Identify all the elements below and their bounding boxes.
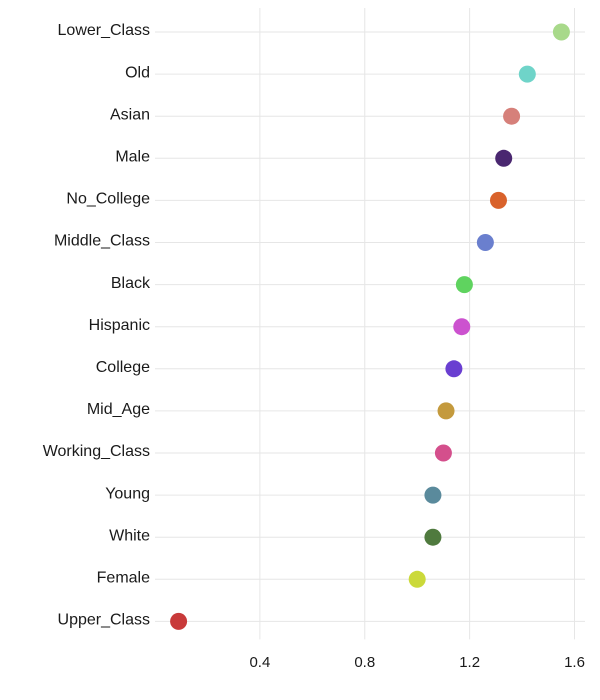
category-label: Lower_Class xyxy=(58,22,150,39)
data-point xyxy=(434,444,452,462)
category-label: Asian xyxy=(110,106,150,123)
category-label: No_College xyxy=(66,191,150,208)
x-tick-label: 1.2 xyxy=(459,654,480,671)
category-label: Hispanic xyxy=(89,317,150,334)
category-label: Young xyxy=(105,485,150,502)
data-point xyxy=(503,107,521,125)
category-label: White xyxy=(109,527,150,544)
x-axis-tick-labels: 0.4 0.8 1.2 1.6 xyxy=(249,654,584,671)
x-tick-label: 0.4 xyxy=(249,654,270,671)
data-point xyxy=(424,486,442,504)
data-point xyxy=(495,149,513,167)
category-label: Middle_Class xyxy=(54,233,150,250)
category-label: College xyxy=(96,359,150,376)
category-label: Working_Class xyxy=(43,443,150,460)
data-point xyxy=(518,65,536,83)
x-tick-label: 1.6 xyxy=(564,654,585,671)
data-point xyxy=(453,318,471,336)
data-point xyxy=(445,360,463,378)
data-points xyxy=(170,23,570,630)
data-point xyxy=(476,234,494,251)
category-label: Black xyxy=(111,275,151,292)
data-point xyxy=(170,612,188,630)
data-point xyxy=(455,276,473,294)
category-label: Upper_Class xyxy=(58,612,150,629)
category-label: Old xyxy=(125,64,150,81)
grid xyxy=(155,8,585,640)
x-tick-label: 0.8 xyxy=(354,654,375,671)
data-point xyxy=(437,402,455,420)
data-point xyxy=(489,191,507,209)
category-label: Male xyxy=(115,149,150,166)
data-point xyxy=(408,570,426,588)
category-labels: Lower_Class Old Asian Male No_College Middle_… xyxy=(43,22,151,628)
data-point xyxy=(424,528,442,546)
category-label: Female xyxy=(97,570,150,587)
category-label: Mid_Age xyxy=(87,401,150,418)
data-point xyxy=(552,23,570,41)
